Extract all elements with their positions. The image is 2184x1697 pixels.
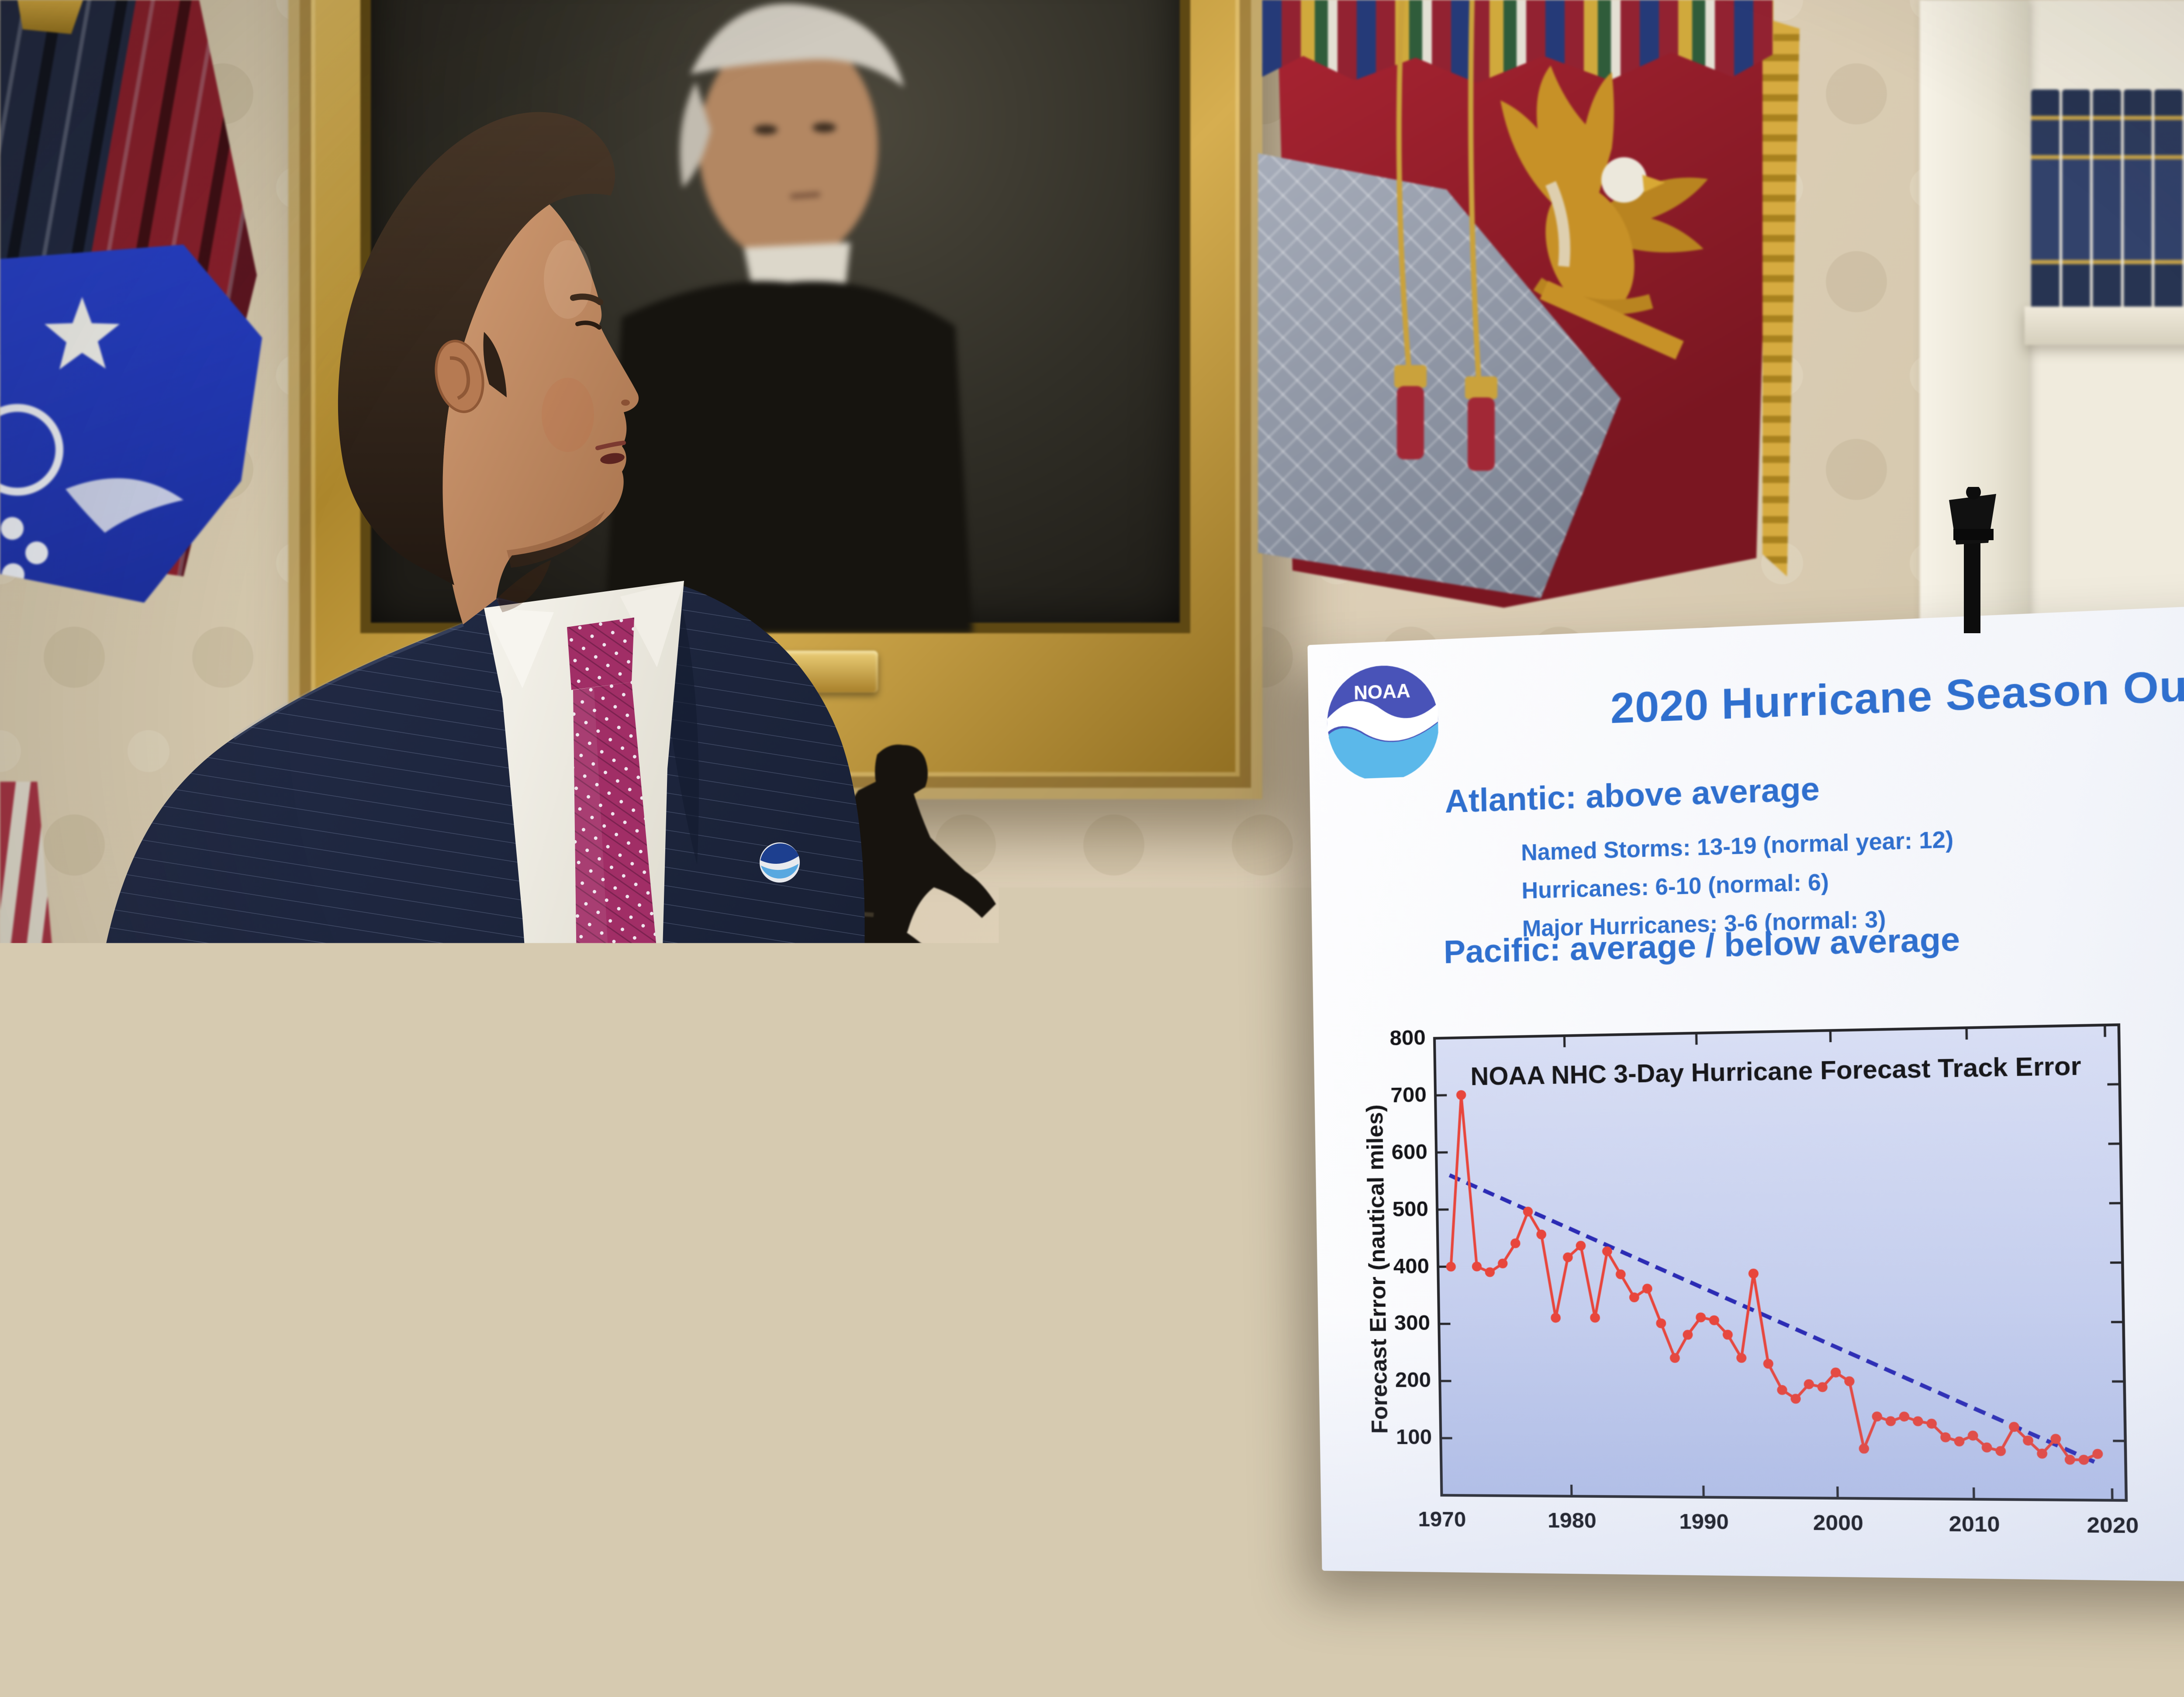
x-tick-label: 2010 (1934, 1511, 2015, 1537)
bullet-major-hurricanes: Major Hurricanes: 3-6 (normal: 3) (1522, 898, 1955, 948)
y-tick-label: 400 (1343, 1254, 1429, 1279)
bullet-named-storms: Named Storms: 13-19 (normal year: 12) (1521, 820, 1954, 872)
atlantic-heading: Atlantic: above average (1444, 769, 1820, 820)
marine-corps-flag (1258, 0, 1830, 638)
x-tick-label: 2020 (2072, 1512, 2154, 1538)
noaa-presentation-poster: NOAA 2020 Hurricane Season Outlook Atlan… (1307, 589, 2184, 1586)
x-tick-label: 1970 (1404, 1507, 1479, 1532)
noaa-official (0, 0, 961, 1697)
y-tick-label: 700 (1341, 1082, 1427, 1108)
oval-office-photo: NOAA 2020 Hurricane Season Outlook Atlan… (0, 0, 2184, 1697)
y-tick-label: 500 (1342, 1197, 1428, 1222)
y-tick-label: 200 (1345, 1368, 1431, 1392)
easel-hook (2070, 1598, 2084, 1659)
y-tick-label: 300 (1344, 1311, 1430, 1335)
atlantic-bullets: Named Storms: 13-19 (normal year: 12) Hu… (1521, 820, 1955, 948)
poster-title: 2020 Hurricane Season Outlook (1573, 655, 2184, 735)
chart-y-axis-label: Forecast Error (nautical miles) (1361, 1037, 1394, 1502)
gold-fringe (1762, 17, 1800, 576)
noaa-logo: NOAA (1325, 662, 1440, 780)
bullet-hurricanes: Hurricanes: 6-10 (normal: 6) (1521, 859, 1954, 910)
wedding-ring (491, 1386, 504, 1393)
noaa-logo-text: NOAA (1354, 680, 1410, 704)
easel-top-clamp (1943, 487, 2002, 633)
nostril (621, 400, 630, 406)
chart-title: NOAA NHC 3-Day Hurricane Forecast Track … (1435, 1050, 2120, 1092)
x-tick-label: 2000 (1799, 1510, 1878, 1536)
blue-book-set (2031, 90, 2184, 308)
pacific-heading: Pacific: average / below average (1443, 920, 1960, 970)
chart-plot (1340, 1012, 2152, 1567)
shelf-board (2025, 307, 2184, 345)
y-tick-label: 100 (1346, 1425, 1432, 1449)
tie-knot (567, 617, 634, 690)
forecast-error-chart: NOAA NHC 3-Day Hurricane Forecast Track … (1340, 1012, 2152, 1567)
suit-jacket (66, 583, 865, 1697)
head (338, 112, 639, 624)
y-tick-label: 800 (1340, 1025, 1426, 1052)
y-tick-label: 600 (1341, 1139, 1427, 1165)
flag-tassels (1363, 0, 1551, 498)
x-tick-label: 1980 (1534, 1508, 1610, 1533)
noaa-gull (1327, 698, 1438, 743)
x-tick-label: 1990 (1665, 1509, 1743, 1535)
